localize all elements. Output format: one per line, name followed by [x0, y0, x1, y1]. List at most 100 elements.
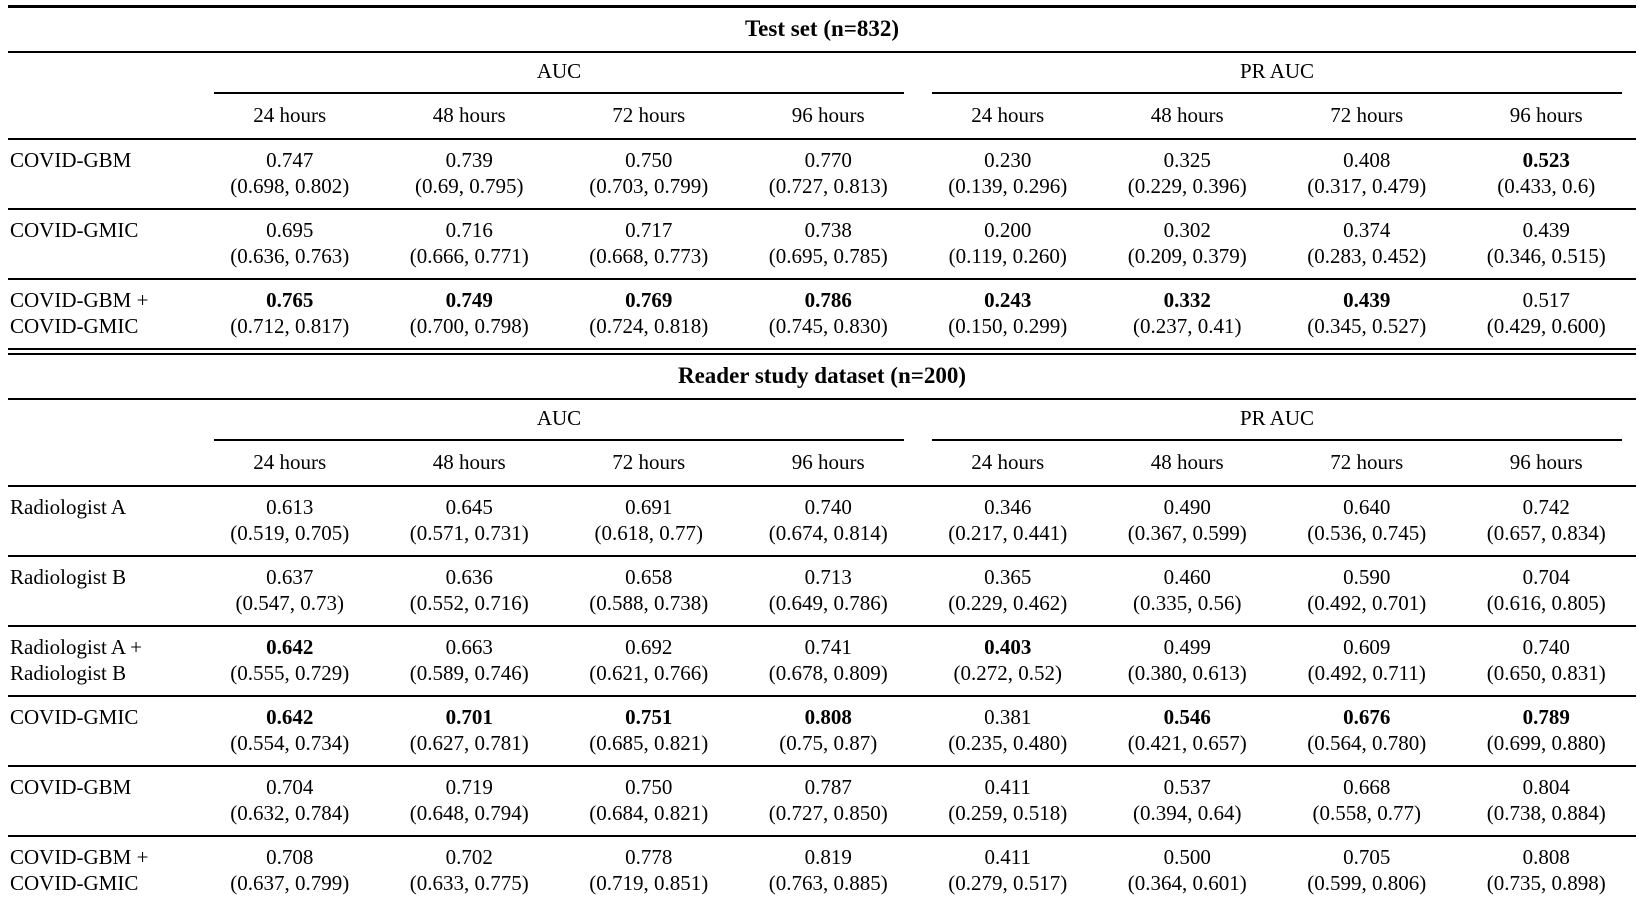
confidence-interval: (0.554, 0.734) [230, 731, 350, 755]
time-header: 24 hours [918, 441, 1098, 487]
metric-value: 0.750 [625, 148, 673, 172]
confidence-interval: (0.317, 0.479) [1307, 174, 1427, 198]
confidence-interval: (0.272, 0.52) [953, 661, 1063, 685]
metric-cell: 0.230 (0.139, 0.296) [918, 139, 1098, 210]
confidence-interval: (0.367, 0.599) [1127, 521, 1247, 545]
metric-value: 0.717 [625, 218, 673, 242]
metric-cell: 0.200 (0.119, 0.260) [918, 209, 1098, 280]
metric-value: 0.613 [266, 495, 314, 519]
confidence-interval: (0.335, 0.56) [1133, 591, 1242, 615]
metric-value: 0.769 [625, 288, 673, 312]
stub-cell [8, 441, 200, 487]
metric-cell: 0.804 (0.738, 0.884) [1456, 766, 1636, 837]
confidence-interval: (0.429, 0.600) [1486, 314, 1606, 338]
metric-value: 0.750 [625, 775, 673, 799]
metric-cell: 0.692 (0.621, 0.766) [559, 626, 739, 697]
metric-value: 0.642 [266, 705, 314, 729]
metric-group-underline: PR AUC [932, 53, 1622, 94]
metric-cell: 0.708 (0.637, 0.799) [200, 836, 380, 904]
time-header: 72 hours [559, 441, 739, 487]
metric-value: 0.701 [445, 705, 493, 729]
metric-cell: 0.751 (0.685, 0.821) [559, 696, 739, 767]
metric-value: 0.692 [625, 635, 673, 659]
time-header: 96 hours [1456, 441, 1636, 487]
metric-cell: 0.738 (0.695, 0.785) [738, 209, 918, 280]
confidence-interval: (0.727, 0.850) [768, 801, 888, 825]
metric-cell: 0.499 (0.380, 0.613) [1097, 626, 1277, 697]
confidence-interval: (0.536, 0.745) [1307, 521, 1427, 545]
metric-cell: 0.408 (0.317, 0.479) [1277, 139, 1457, 210]
metric-value: 0.708 [266, 845, 314, 869]
metric-value: 0.691 [625, 495, 673, 519]
metric-cell: 0.808 (0.735, 0.898) [1457, 836, 1637, 904]
metric-group-label: PR AUC [1239, 406, 1315, 430]
metric-cell: 0.739 (0.69, 0.795) [379, 139, 559, 210]
metric-value: 0.408 [1343, 148, 1391, 172]
metric-value: 0.740 [1522, 635, 1570, 659]
metric-value: 0.609 [1343, 635, 1391, 659]
confidence-interval: (0.217, 0.441) [948, 521, 1068, 545]
time-header: 48 hours [379, 94, 559, 140]
metric-cell: 0.750 (0.703, 0.799) [559, 139, 739, 210]
metric-cell: 0.590 (0.492, 0.701) [1277, 556, 1457, 627]
metric-value: 0.704 [266, 775, 314, 799]
results-table: Test set (n=832) AUC PR AUC 24 hours 48 hour… [8, 5, 1636, 904]
metric-cell: 0.460 (0.335, 0.56) [1097, 556, 1277, 627]
metric-cell: 0.490 (0.367, 0.599) [1097, 486, 1277, 557]
table-row: COVID-GMIC 0.642 (0.554, 0.734) 0.701 (0.627… [8, 696, 1636, 767]
metric-value: 0.789 [1522, 705, 1570, 729]
time-header: 24 hours [200, 94, 380, 140]
metric-group-header: PR AUC [918, 52, 1636, 94]
metric-value: 0.302 [1163, 218, 1211, 242]
confidence-interval: (0.394, 0.64) [1133, 801, 1242, 825]
metric-value: 0.346 [984, 495, 1032, 519]
metric-group-header: AUC [200, 52, 918, 94]
metric-cell: 0.819 (0.763, 0.885) [739, 836, 919, 904]
metric-cell: 0.787 (0.727, 0.850) [738, 766, 918, 837]
metric-value: 0.719 [445, 775, 493, 799]
confidence-interval: (0.668, 0.773) [589, 244, 709, 268]
table-row: Radiologist A 0.613 (0.519, 0.705) 0.645 (0.… [8, 486, 1636, 557]
time-header: 48 hours [1097, 94, 1277, 140]
metric-cell: 0.381 (0.235, 0.480) [918, 696, 1098, 767]
model-row-label: COVID-GMIC [8, 696, 200, 767]
metric-value: 0.658 [625, 565, 673, 589]
metric-value: 0.749 [445, 288, 493, 312]
confidence-interval: (0.649, 0.786) [768, 591, 888, 615]
metric-cell: 0.765 (0.712, 0.817) [200, 279, 380, 353]
confidence-interval: (0.616, 0.805) [1486, 591, 1606, 615]
model-row-label: COVID-GBM [8, 766, 200, 837]
confidence-interval: (0.492, 0.701) [1307, 591, 1427, 615]
metric-cell: 0.750 (0.684, 0.821) [559, 766, 739, 837]
confidence-interval: (0.209, 0.379) [1127, 244, 1247, 268]
metric-value: 0.787 [804, 775, 852, 799]
metric-cell: 0.676 (0.564, 0.780) [1277, 696, 1457, 767]
confidence-interval: (0.564, 0.780) [1307, 731, 1427, 755]
time-header: 96 hours [738, 441, 918, 487]
metric-cell: 0.742 (0.657, 0.834) [1456, 486, 1636, 557]
confidence-interval: (0.650, 0.831) [1486, 661, 1606, 685]
confidence-interval: (0.724, 0.818) [589, 314, 709, 338]
metric-cell: 0.403 (0.272, 0.52) [918, 626, 1098, 697]
metric-cell: 0.613 (0.519, 0.705) [200, 486, 380, 557]
metric-cell: 0.747 (0.698, 0.802) [200, 139, 380, 210]
metric-cell: 0.789 (0.699, 0.880) [1456, 696, 1636, 767]
metric-cell: 0.741 (0.678, 0.809) [738, 626, 918, 697]
table-row: COVID-GMIC 0.695 (0.636, 0.763) 0.716 (0.666… [8, 209, 1636, 280]
metric-cell: 0.302 (0.209, 0.379) [1097, 209, 1277, 280]
time-header: 48 hours [379, 441, 559, 487]
metric-cell: 0.636 (0.552, 0.716) [379, 556, 559, 627]
confidence-interval: (0.259, 0.518) [948, 801, 1068, 825]
metric-value: 0.704 [1522, 565, 1570, 589]
metric-value: 0.642 [266, 635, 314, 659]
confidence-interval: (0.763, 0.885) [768, 871, 888, 895]
time-header: 24 hours [200, 441, 380, 487]
confidence-interval: (0.719, 0.851) [589, 871, 709, 895]
model-row-label: COVID-GBM [8, 139, 200, 210]
metric-value: 0.663 [445, 635, 493, 659]
metric-cell: 0.691 (0.618, 0.77) [559, 486, 739, 557]
metric-cell: 0.365 (0.229, 0.462) [918, 556, 1098, 627]
model-row-label: Radiologist A + Radiologist B [8, 626, 200, 697]
results-table-body: Test set (n=832) AUC PR AUC 24 hours 48 hour… [8, 6, 1637, 904]
time-header: 72 hours [1277, 441, 1457, 487]
